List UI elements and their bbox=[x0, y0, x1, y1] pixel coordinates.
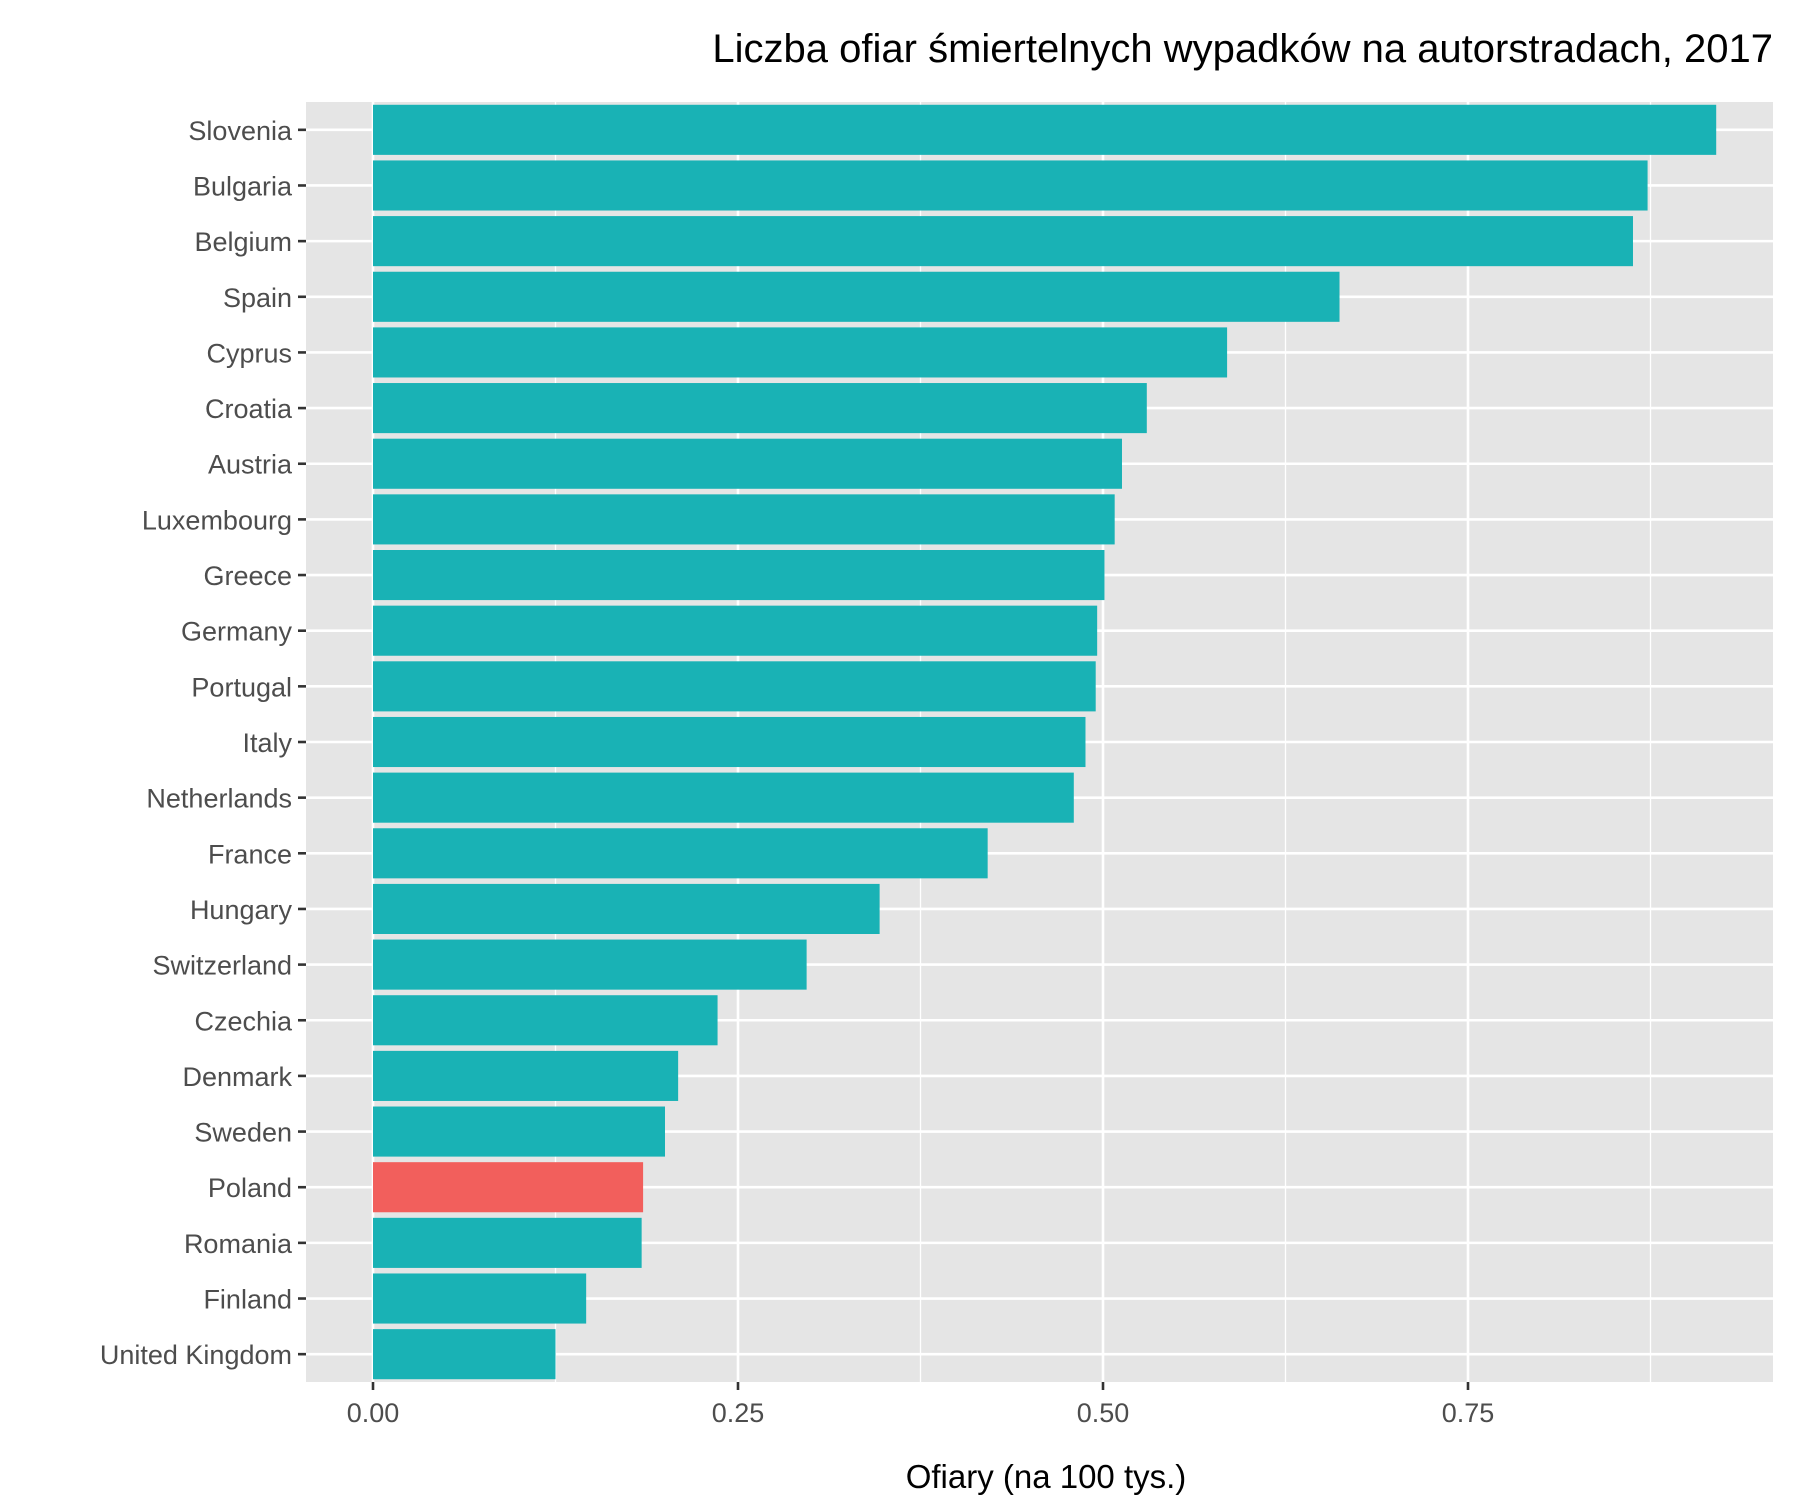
y-tick-label: Greece bbox=[203, 561, 292, 591]
bar-sweden bbox=[373, 1106, 665, 1157]
y-tick-label: Slovenia bbox=[188, 116, 293, 146]
y-tick-label: Italy bbox=[242, 728, 292, 758]
y-tick-label: Germany bbox=[181, 617, 293, 647]
bar-romania bbox=[373, 1217, 642, 1268]
x-tick-label: 0.50 bbox=[1077, 1398, 1130, 1428]
y-tick-label: Hungary bbox=[190, 895, 293, 925]
bar-switzerland bbox=[373, 939, 807, 990]
bar-croatia bbox=[373, 383, 1147, 434]
y-tick-label: Bulgaria bbox=[193, 171, 293, 201]
bar-france bbox=[373, 828, 988, 879]
bar-belgium bbox=[373, 216, 1633, 267]
bar-poland bbox=[373, 1162, 644, 1213]
y-tick-label: Sweden bbox=[194, 1118, 292, 1148]
y-tick-label: Portugal bbox=[191, 672, 292, 702]
bar-hungary bbox=[373, 883, 880, 934]
y-tick-label: Finland bbox=[203, 1285, 292, 1315]
y-tick-label: Austria bbox=[208, 450, 293, 480]
y-tick-label: Denmark bbox=[182, 1062, 292, 1092]
bar-cyprus bbox=[373, 327, 1228, 378]
bar-austria bbox=[373, 438, 1122, 489]
y-tick-label: Croatia bbox=[205, 394, 293, 424]
y-tick-label: Romania bbox=[184, 1229, 293, 1259]
x-tick-label: 0.75 bbox=[1442, 1398, 1495, 1428]
y-tick-label: Cyprus bbox=[206, 338, 292, 368]
y-tick-label: France bbox=[208, 839, 292, 869]
bar-germany bbox=[373, 605, 1098, 656]
bar-portugal bbox=[373, 661, 1096, 712]
bar-slovenia bbox=[373, 104, 1717, 155]
bar-czechia bbox=[373, 995, 718, 1046]
x-axis-title: Ofiary (na 100 tys.) bbox=[906, 1458, 1187, 1495]
bar-italy bbox=[373, 716, 1086, 768]
y-axis: Slovenia Bulgaria Belgium Spain Cyprus Croati… bbox=[100, 116, 306, 1370]
x-tick-label: 0.00 bbox=[347, 1398, 400, 1428]
bar-spain bbox=[373, 271, 1340, 322]
bar-finland bbox=[373, 1273, 587, 1324]
y-tick-label: Spain bbox=[223, 283, 292, 313]
x-axis: 0.00 0.25 0.50 0.75 bbox=[347, 1382, 1495, 1428]
bar-luxembourg bbox=[373, 494, 1115, 545]
x-tick-label: 0.25 bbox=[712, 1398, 765, 1428]
bar-netherlands bbox=[373, 772, 1074, 823]
y-tick-label: Belgium bbox=[194, 227, 292, 257]
bars bbox=[373, 104, 1717, 1380]
y-tick-label: Poland bbox=[208, 1173, 292, 1203]
y-tick-label: Czechia bbox=[194, 1006, 293, 1036]
y-tick-label: Luxembourg bbox=[142, 505, 292, 535]
y-tick-label: United Kingdom bbox=[100, 1340, 292, 1370]
y-tick-label: Switzerland bbox=[152, 951, 292, 981]
bar-united-kingdom bbox=[373, 1329, 556, 1380]
chart-title: Liczba ofiar śmiertelnych wypadków na au… bbox=[712, 27, 1773, 71]
bar-denmark bbox=[373, 1050, 679, 1101]
bar-bulgaria bbox=[373, 160, 1648, 211]
bar-greece bbox=[373, 550, 1105, 601]
y-tick-label: Netherlands bbox=[146, 784, 292, 814]
